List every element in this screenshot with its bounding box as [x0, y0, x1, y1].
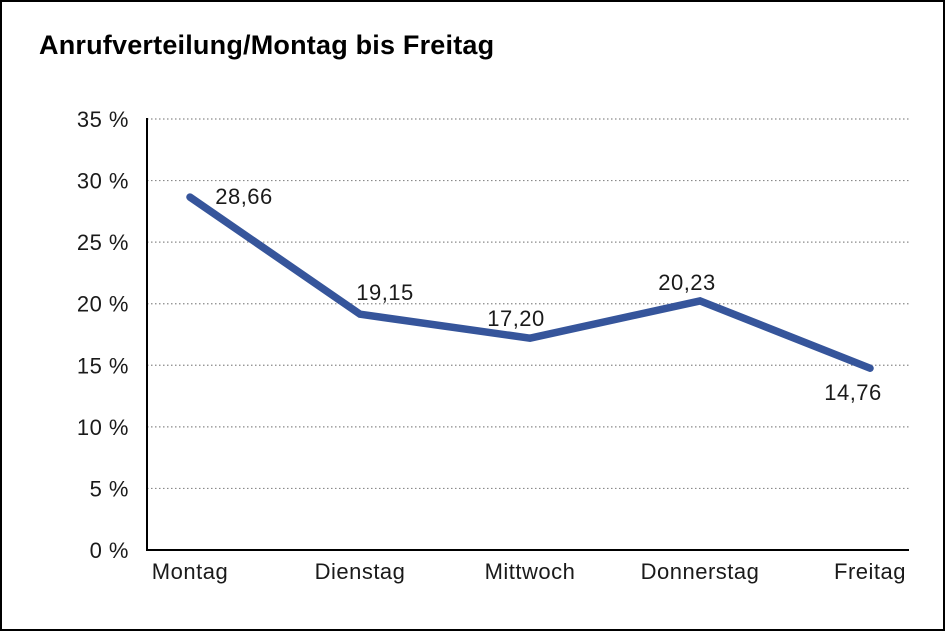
y-tick-label: 0 % [90, 538, 129, 563]
y-tick-label: 15 % [77, 353, 129, 378]
x-category-label: Dienstag [315, 559, 406, 584]
data-point-label: 17,20 [487, 306, 545, 331]
y-tick-label: 30 % [77, 169, 129, 194]
y-tick-label: 10 % [77, 415, 129, 440]
x-category-label: Donnerstag [641, 559, 760, 584]
x-category-label: Montag [152, 559, 228, 584]
y-tick-label: 5 % [90, 476, 129, 501]
data-point-label: 20,23 [658, 270, 716, 295]
data-point-label: 28,66 [215, 184, 273, 209]
y-tick-label: 35 % [77, 107, 129, 132]
y-tick-label: 20 % [77, 292, 129, 317]
data-series-line [186, 193, 874, 372]
x-category-label: Freitag [834, 559, 906, 584]
chart-title: Anrufverteilung/Montag bis Freitag [39, 30, 495, 60]
x-category-label: Mittwoch [485, 559, 576, 584]
y-tick-label: 25 % [77, 230, 129, 255]
data-point-label: 19,15 [356, 280, 414, 305]
data-point-label: 14,76 [824, 380, 882, 405]
